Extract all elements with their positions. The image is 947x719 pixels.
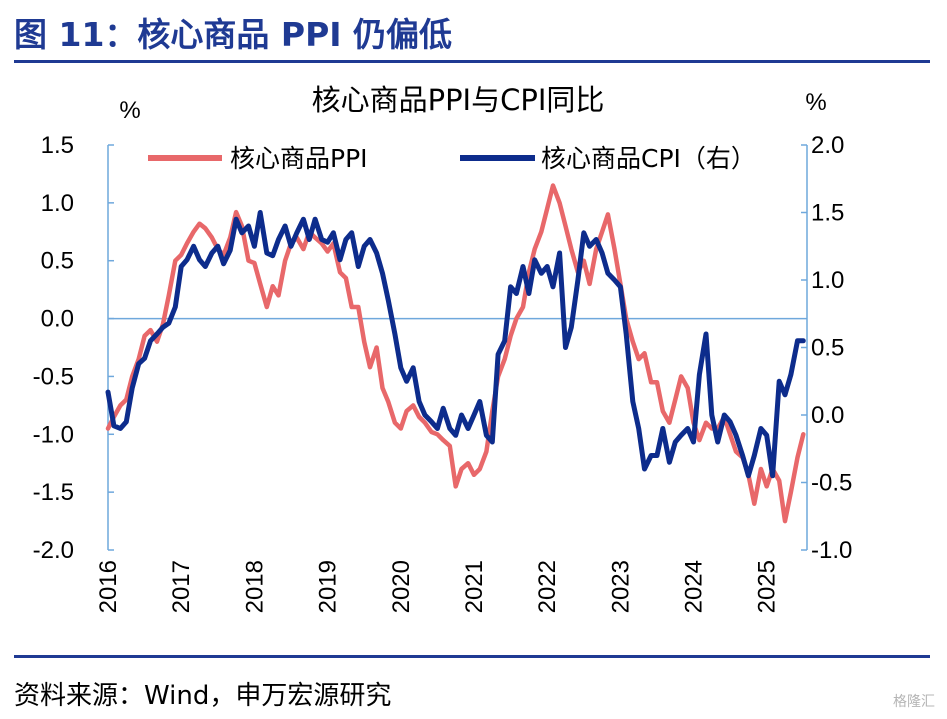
x-axis: 2016 2017 2018 2019 2020 2021 2022 2023 2024 2025 <box>95 317 807 613</box>
right-tick-label: -1.0 <box>811 537 852 564</box>
legend-label-cpi: 核心商品CPI（右） <box>541 144 756 173</box>
x-tick-label: 2016 <box>95 560 122 613</box>
right-unit-label: % <box>805 89 826 116</box>
legend-label-ppi: 核心商品PPI <box>230 144 368 173</box>
left-tick-label: 0.0 <box>41 306 74 333</box>
right-tick-label: 1.0 <box>811 267 844 294</box>
right-tick-label: 0.5 <box>811 335 844 362</box>
left-y-axis: 1.5 1.0 0.5 0.0 -0.5 -1.0 -1.5 -2.0 <box>33 132 114 564</box>
left-tick-label: -1.0 <box>33 421 74 448</box>
x-tick-label: 2018 <box>241 560 268 613</box>
legend: 核心商品PPI 核心商品CPI（右） <box>148 144 756 173</box>
watermark: 格隆汇 <box>893 694 935 710</box>
left-tick-label: -0.5 <box>33 363 74 390</box>
series-line-ppi <box>105 183 806 524</box>
title-rule <box>14 60 930 63</box>
x-tick-label: 2021 <box>461 560 488 613</box>
figure-title: 图 11：核心商品 PPI 仍偏低 <box>14 15 453 54</box>
right-y-axis: 2.0 1.5 1.0 0.5 0.0 -0.5 -1.0 <box>801 132 852 564</box>
left-tick-label: -1.5 <box>33 479 74 506</box>
left-tick-label: 1.0 <box>41 190 74 217</box>
left-unit-label: % <box>119 97 140 124</box>
line-chart: 核心商品PPI与CPI同比 % % 核心商品PPI 核心商品CPI（右） 1.5… <box>33 83 853 613</box>
left-tick-label: -2.0 <box>33 537 74 564</box>
x-tick-label: 2019 <box>315 560 342 613</box>
x-tick-label: 2022 <box>534 560 561 613</box>
right-tick-label: 2.0 <box>811 132 844 159</box>
x-tick-label: 2020 <box>388 560 415 613</box>
source-note: 资料来源：Wind，申万宏源研究 <box>14 681 392 711</box>
source-rule <box>14 655 930 658</box>
x-tick-label: 2023 <box>607 560 634 613</box>
right-tick-label: 0.0 <box>811 402 844 429</box>
x-tick-label: 2017 <box>168 560 195 613</box>
series-line-cpi <box>105 210 806 479</box>
x-tick-label: 2024 <box>681 560 708 613</box>
series-lines <box>105 183 806 524</box>
right-tick-label: 1.5 <box>811 200 844 227</box>
left-tick-label: 1.5 <box>41 132 74 159</box>
chart-title: 核心商品PPI与CPI同比 <box>312 83 605 117</box>
right-tick-label: -0.5 <box>811 470 852 497</box>
x-tick-label: 2025 <box>754 560 781 613</box>
left-tick-label: 0.5 <box>41 248 74 275</box>
